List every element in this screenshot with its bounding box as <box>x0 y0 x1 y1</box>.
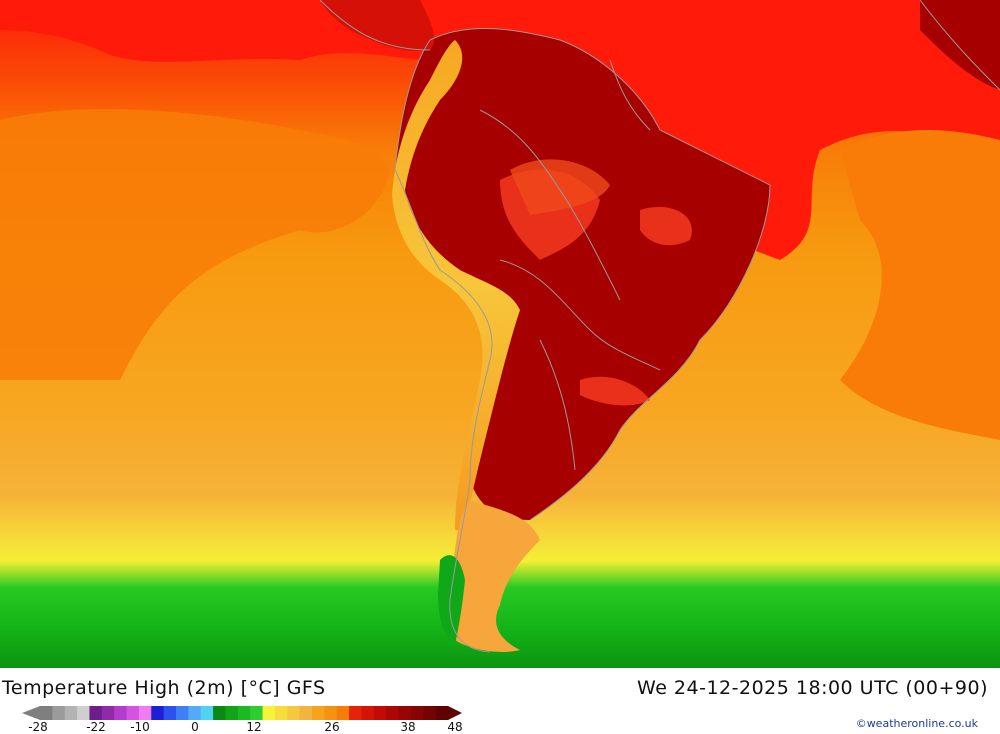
legend-swatch <box>77 706 90 720</box>
legend-swatch <box>287 706 301 720</box>
country-borders <box>319 0 1000 653</box>
legend-swatch <box>89 706 103 720</box>
legend-swatch <box>176 706 189 720</box>
continent-red-zones <box>500 169 692 406</box>
legend-swatch <box>386 706 400 720</box>
central-america <box>320 0 435 51</box>
credit-link[interactable]: ©weatheronline.co.uk <box>855 717 978 730</box>
legend-tick-label: 12 <box>246 720 262 734</box>
legend-swatch <box>398 706 412 720</box>
legend-swatch <box>40 706 53 720</box>
legend-swatch <box>163 706 177 720</box>
legend-swatch <box>151 706 165 720</box>
color-legend <box>22 706 462 720</box>
legend-swatch <box>114 706 128 720</box>
legend-swatch <box>349 706 362 720</box>
legend-swatch <box>101 706 115 720</box>
legend-tick-label: -28 <box>28 720 48 734</box>
legend-swatch <box>274 706 288 720</box>
temperature-map <box>0 0 1000 668</box>
legend-tick-label: 0 <box>191 720 199 734</box>
legend-tick-label: -22 <box>86 720 106 734</box>
map-title: Temperature High (2m) [°C] GFS <box>2 677 326 699</box>
legend-ticks: -28 -22 -10 0 12 26 38 48 <box>0 720 480 734</box>
legend-swatch <box>373 706 387 720</box>
legend-swatch <box>262 706 276 720</box>
legend-swatch <box>225 706 239 720</box>
legend-swatch <box>138 706 152 720</box>
legend-swatch <box>423 706 437 720</box>
legend-swatch <box>410 706 424 720</box>
map-footer <box>0 668 1000 733</box>
east-orange-band <box>840 130 1000 440</box>
legend-swatch <box>312 706 325 720</box>
legend-tick-label: 48 <box>447 720 463 734</box>
legend-arrow-left <box>22 706 40 720</box>
legend-swatch <box>435 706 449 720</box>
legend-swatch <box>126 706 140 720</box>
map-datetime: We 24-12-2025 18:00 UTC (00+90) <box>637 677 988 699</box>
legend-swatch <box>188 706 202 720</box>
legend-swatch <box>299 706 313 720</box>
legend-swatch <box>336 706 350 720</box>
legend-swatch <box>200 706 214 720</box>
legend-tick-label: 38 <box>400 720 416 734</box>
legend-tick-label: 26 <box>324 720 340 734</box>
west-orange-band <box>0 109 390 380</box>
legend-swatch <box>250 706 264 720</box>
andes-strip <box>392 40 520 530</box>
caribbean-dark <box>920 0 1000 90</box>
legend-swatch <box>237 706 251 720</box>
legend-swatch <box>52 706 66 720</box>
legend-arrow-right <box>448 706 462 720</box>
legend-swatch <box>213 706 226 720</box>
tierra-green <box>438 555 465 645</box>
patagonia <box>449 500 540 652</box>
legend-swatch <box>64 706 78 720</box>
legend-tick-label: -10 <box>130 720 150 734</box>
northern-plains-red <box>510 159 610 215</box>
legend-swatch <box>324 706 338 720</box>
legend-swatch <box>361 706 375 720</box>
